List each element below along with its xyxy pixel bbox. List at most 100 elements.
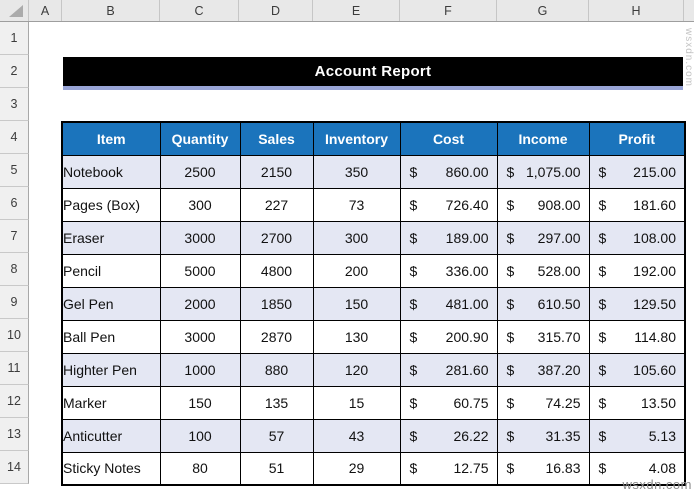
cell-item[interactable]: Gel Pen: [61, 286, 161, 321]
row-header-8[interactable]: 8: [0, 253, 29, 286]
cell-item[interactable]: Highter Pen: [61, 352, 161, 387]
header-cost[interactable]: Cost: [399, 121, 498, 156]
cell-sales[interactable]: 227: [239, 187, 314, 222]
cell-profit[interactable]: $108.00: [588, 220, 686, 255]
cell-item[interactable]: Sticky Notes: [61, 451, 161, 486]
cell-item[interactable]: Eraser: [61, 220, 161, 255]
cell-sales[interactable]: 51: [239, 451, 314, 486]
cell-inventory[interactable]: 29: [312, 451, 401, 486]
cell-item[interactable]: Notebook: [61, 154, 161, 189]
cell-sales[interactable]: 880: [239, 352, 314, 387]
cell-inventory[interactable]: 43: [312, 418, 401, 453]
cell-inventory[interactable]: 350: [312, 154, 401, 189]
cell-quantity[interactable]: 3000: [159, 220, 241, 255]
cell-item[interactable]: Anticutter: [61, 418, 161, 453]
header-sales[interactable]: Sales: [239, 121, 314, 156]
cell-cost[interactable]: $726.40: [399, 187, 498, 222]
cell-item[interactable]: Pages (Box): [61, 187, 161, 222]
cell-cost[interactable]: $481.00: [399, 286, 498, 321]
cell-inventory[interactable]: 150: [312, 286, 401, 321]
cell-quantity[interactable]: 150: [159, 385, 241, 420]
cell-sales[interactable]: 1850: [239, 286, 314, 321]
cell-profit[interactable]: $105.60: [588, 352, 686, 387]
cell-quantity[interactable]: 2000: [159, 286, 241, 321]
cell-sales[interactable]: 135: [239, 385, 314, 420]
row-header-13[interactable]: 13: [0, 418, 29, 451]
cell-income[interactable]: $908.00: [496, 187, 590, 222]
cell-quantity[interactable]: 100: [159, 418, 241, 453]
cell-quantity[interactable]: 3000: [159, 319, 241, 354]
cell-quantity[interactable]: 5000: [159, 253, 241, 288]
select-all-button[interactable]: [0, 0, 29, 21]
cell-sales[interactable]: 2700: [239, 220, 314, 255]
row-header-1[interactable]: 1: [0, 22, 29, 55]
cell-inventory[interactable]: 120: [312, 352, 401, 387]
row-header-12[interactable]: 12: [0, 385, 29, 418]
header-income[interactable]: Income: [496, 121, 590, 156]
cell-quantity[interactable]: 2500: [159, 154, 241, 189]
column-header-H[interactable]: H: [589, 0, 684, 21]
row-header-10[interactable]: 10: [0, 319, 29, 352]
cell-inventory[interactable]: 200: [312, 253, 401, 288]
column-header-D[interactable]: D: [239, 0, 313, 21]
column-header-G[interactable]: G: [497, 0, 589, 21]
cell-income[interactable]: $297.00: [496, 220, 590, 255]
column-header-A[interactable]: A: [29, 0, 62, 21]
cell-income[interactable]: $1,075.00: [496, 154, 590, 189]
cell-income[interactable]: $315.70: [496, 319, 590, 354]
cell-profit[interactable]: $192.00: [588, 253, 686, 288]
row-header-5[interactable]: 5: [0, 154, 29, 187]
column-header-C[interactable]: C: [160, 0, 239, 21]
cell-profit[interactable]: $114.80: [588, 319, 686, 354]
cell-inventory[interactable]: 130: [312, 319, 401, 354]
cell-quantity[interactable]: 300: [159, 187, 241, 222]
cell-income[interactable]: $528.00: [496, 253, 590, 288]
column-header-B[interactable]: B: [62, 0, 160, 21]
cell-profit[interactable]: $4.08: [588, 451, 686, 486]
cell-sales[interactable]: 57: [239, 418, 314, 453]
row-header-2[interactable]: 2: [0, 55, 29, 88]
cell-cost[interactable]: $12.75: [399, 451, 498, 486]
column-header-F[interactable]: F: [400, 0, 497, 21]
row-header-9[interactable]: 9: [0, 286, 29, 319]
cell-quantity[interactable]: 80: [159, 451, 241, 486]
cell-item[interactable]: Ball Pen: [61, 319, 161, 354]
cell-inventory[interactable]: 15: [312, 385, 401, 420]
cell-income[interactable]: $16.83: [496, 451, 590, 486]
row-header-11[interactable]: 11: [0, 352, 29, 385]
cell-profit[interactable]: $13.50: [588, 385, 686, 420]
title-banner-cell[interactable]: Account Report: [63, 57, 683, 86]
cell-item[interactable]: Marker: [61, 385, 161, 420]
cell-cost[interactable]: $189.00: [399, 220, 498, 255]
cell-profit[interactable]: $181.60: [588, 187, 686, 222]
row-header-6[interactable]: 6: [0, 187, 29, 220]
cell-sales[interactable]: 2870: [239, 319, 314, 354]
cell-profit[interactable]: $215.00: [588, 154, 686, 189]
cell-sales[interactable]: 2150: [239, 154, 314, 189]
cell-cost[interactable]: $860.00: [399, 154, 498, 189]
row-header-14[interactable]: 14: [0, 451, 29, 484]
cell-inventory[interactable]: 73: [312, 187, 401, 222]
cell-quantity[interactable]: 1000: [159, 352, 241, 387]
cell-inventory[interactable]: 300: [312, 220, 401, 255]
cell-sales[interactable]: 4800: [239, 253, 314, 288]
header-profit[interactable]: Profit: [588, 121, 686, 156]
cell-cost[interactable]: $336.00: [399, 253, 498, 288]
row-header-3[interactable]: 3: [0, 88, 29, 121]
cell-income[interactable]: $74.25: [496, 385, 590, 420]
cell-cost[interactable]: $60.75: [399, 385, 498, 420]
header-quantity[interactable]: Quantity: [159, 121, 241, 156]
cell-cost[interactable]: $281.60: [399, 352, 498, 387]
cell-income[interactable]: $387.20: [496, 352, 590, 387]
cell-income[interactable]: $610.50: [496, 286, 590, 321]
header-inventory[interactable]: Inventory: [312, 121, 401, 156]
cell-profit[interactable]: $129.50: [588, 286, 686, 321]
header-item[interactable]: Item: [61, 121, 161, 156]
cell-cost[interactable]: $26.22: [399, 418, 498, 453]
row-header-4[interactable]: 4: [0, 121, 29, 154]
cell-income[interactable]: $31.35: [496, 418, 590, 453]
row-header-7[interactable]: 7: [0, 220, 29, 253]
cell-item[interactable]: Pencil: [61, 253, 161, 288]
cell-cost[interactable]: $200.90: [399, 319, 498, 354]
column-header-E[interactable]: E: [313, 0, 400, 21]
